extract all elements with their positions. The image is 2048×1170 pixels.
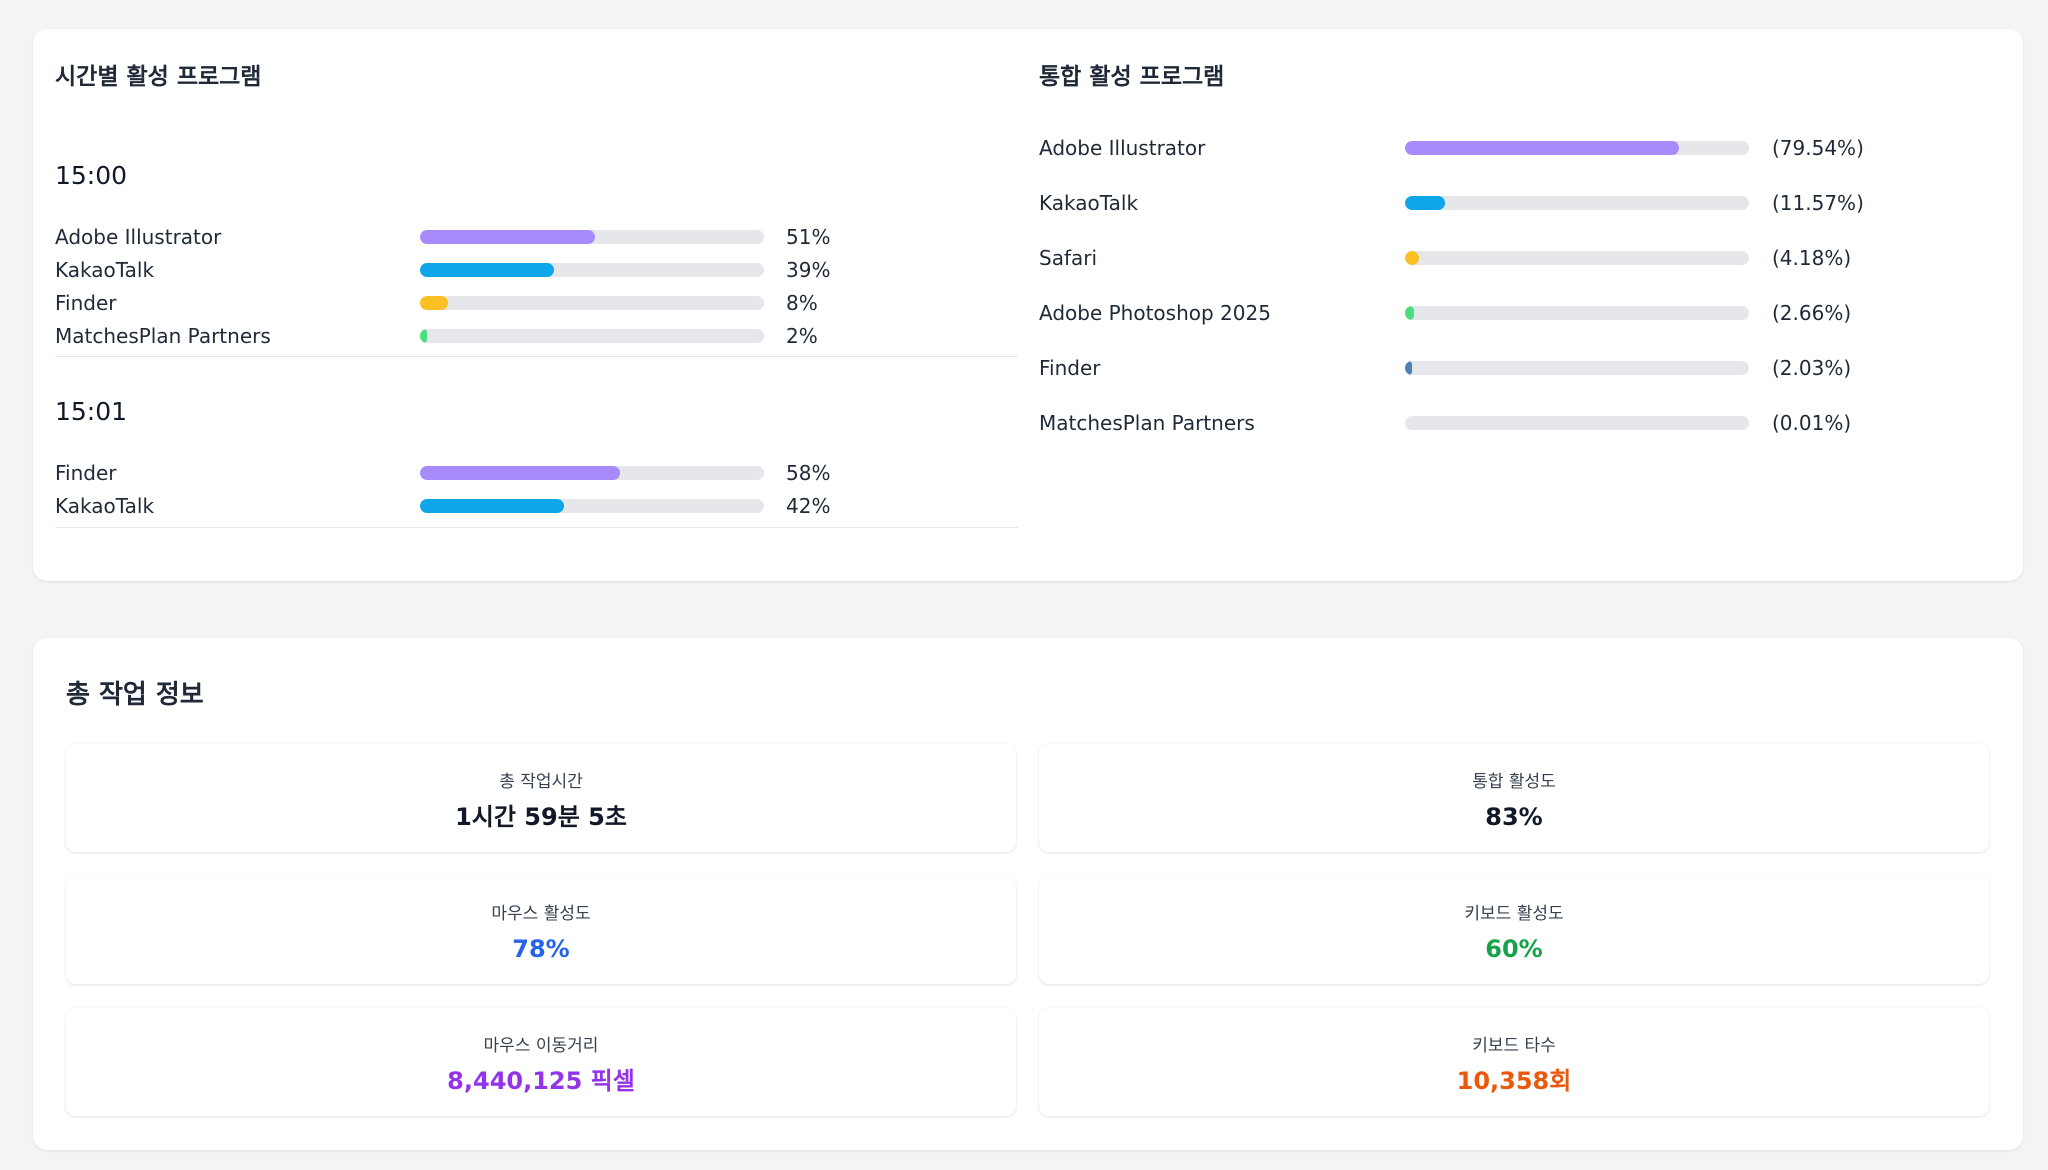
stat-total-time: 총 작업시간 1시간 59분 5초 <box>66 744 1016 852</box>
usage-bar-track <box>1405 416 1749 430</box>
stat-keyboard-activity: 키보드 활성도 60% <box>1039 876 1989 984</box>
usage-bar-track <box>1405 251 1749 265</box>
usage-bar-track <box>1405 141 1749 155</box>
summary-row: Adobe Photoshop 2025 (2.66%) <box>1039 303 1939 358</box>
app-row: KakaoTalk 39% <box>55 260 1018 293</box>
summary-row: Adobe Illustrator (79.54%) <box>1039 138 1939 193</box>
usage-percent: 58% <box>786 461 831 485</box>
usage-percent: 8% <box>786 291 818 315</box>
usage-bar-track <box>420 329 764 343</box>
usage-bar-fill <box>420 230 596 244</box>
app-name: Finder <box>1039 356 1101 380</box>
app-row: KakaoTalk 42% <box>55 496 1018 529</box>
stat-value: 10,358회 <box>1456 1067 1572 1095</box>
work-info-card: 총 작업 정보 총 작업시간 1시간 59분 5초 통합 활성도 83% 마우스… <box>33 638 2023 1150</box>
usage-bar-track <box>420 499 764 513</box>
stat-value: 1시간 59분 5초 <box>455 803 627 831</box>
work-info-title: 총 작업 정보 <box>66 680 204 710</box>
summary-row: Finder (2.03%) <box>1039 358 1939 413</box>
stat-label: 마우스 이동거리 <box>483 1036 599 1056</box>
time-label: 15:00 <box>55 161 128 190</box>
stat-label: 키보드 타수 <box>1472 1036 1556 1056</box>
summary-row: MatchesPlan Partners (0.01%) <box>1039 413 1939 468</box>
stat-value: 60% <box>1485 935 1543 963</box>
app-name: Safari <box>1039 246 1098 270</box>
app-name: MatchesPlan Partners <box>55 324 271 348</box>
stat-label: 통합 활성도 <box>1472 772 1556 792</box>
usage-bar-track <box>420 466 764 480</box>
summary-row: KakaoTalk (11.57%) <box>1039 193 1939 248</box>
timeline-title: 시간별 활성 프로그램 <box>55 64 262 90</box>
time-block: 15:01 Finder 58% KakaoTalk 42% <box>55 357 1018 528</box>
stat-overall-activity: 통합 활성도 83% <box>1039 744 1989 852</box>
usage-bar-track <box>420 296 764 310</box>
app-name: KakaoTalk <box>55 494 155 518</box>
summary-list: Adobe Illustrator (79.54%) KakaoTalk (11.57… <box>1039 138 1939 468</box>
usage-bar-fill <box>1405 141 1679 155</box>
app-name: Finder <box>55 291 117 315</box>
app-name: Finder <box>55 461 117 485</box>
stat-value: 78% <box>512 935 570 963</box>
timeline-list[interactable]: 15:00 Adobe Illustrator 51% KakaoTalk 39% Fin… <box>55 121 1018 557</box>
usage-bar-fill <box>1405 196 1445 210</box>
usage-bar-fill <box>420 466 620 480</box>
summary-title: 통합 활성 프로그램 <box>1039 64 1225 90</box>
app-name: MatchesPlan Partners <box>1039 411 1255 435</box>
app-name: Adobe Photoshop 2025 <box>1039 301 1271 325</box>
usage-bar-fill <box>420 263 555 277</box>
app-row: MatchesPlan Partners 2% <box>55 326 1018 359</box>
usage-bar-fill <box>1405 361 1412 375</box>
usage-bar-fill <box>420 329 427 343</box>
usage-bar-track <box>1405 196 1749 210</box>
usage-percent: (0.01%) <box>1772 411 1852 435</box>
usage-bar-track <box>420 230 764 244</box>
usage-percent: (2.03%) <box>1772 356 1852 380</box>
app-row: Finder 58% <box>55 463 1018 496</box>
summary-row: Safari (4.18%) <box>1039 248 1939 303</box>
app-name: KakaoTalk <box>1039 191 1139 215</box>
stat-mouse-distance: 마우스 이동거리 8,440,125 픽셀 <box>66 1008 1016 1116</box>
stat-mouse-activity: 마우스 활성도 78% <box>66 876 1016 984</box>
app-name: KakaoTalk <box>55 258 155 282</box>
stat-value: 83% <box>1485 803 1543 831</box>
stat-label: 키보드 활성도 <box>1464 904 1564 924</box>
app-name: Adobe Illustrator <box>1039 136 1206 160</box>
app-rows: Adobe Illustrator 51% KakaoTalk 39% Finder 8%… <box>55 227 1018 359</box>
app-rows: Finder 58% KakaoTalk 42% <box>55 463 1018 529</box>
usage-bar-track <box>420 263 764 277</box>
usage-percent: (2.66%) <box>1772 301 1852 325</box>
usage-percent: (79.54%) <box>1772 136 1864 160</box>
usage-bar-fill <box>420 296 448 310</box>
usage-bar-fill <box>1405 306 1415 320</box>
usage-bar-track <box>1405 306 1749 320</box>
time-block: 15:00 Adobe Illustrator 51% KakaoTalk 39% Fin… <box>55 121 1018 357</box>
app-name: Adobe Illustrator <box>55 225 222 249</box>
usage-percent: 39% <box>786 258 831 282</box>
stat-label: 총 작업시간 <box>499 772 583 792</box>
usage-bar-track <box>1405 361 1749 375</box>
usage-bar-fill <box>1405 251 1420 265</box>
usage-percent: 51% <box>786 225 831 249</box>
usage-percent: 2% <box>786 324 818 348</box>
app-row: Finder 8% <box>55 293 1018 326</box>
active-programs-card: 시간별 활성 프로그램 15:00 Adobe Illustrator 51% Kak… <box>33 29 2023 581</box>
usage-percent: 42% <box>786 494 831 518</box>
app-row: Adobe Illustrator 51% <box>55 227 1018 260</box>
usage-percent: (4.18%) <box>1772 246 1852 270</box>
stat-label: 마우스 활성도 <box>491 904 591 924</box>
time-block: 15:02 <box>55 528 1018 557</box>
stat-keystrokes: 키보드 타수 10,358회 <box>1039 1008 1989 1116</box>
stat-value: 8,440,125 픽셀 <box>447 1067 635 1095</box>
usage-percent: (11.57%) <box>1772 191 1864 215</box>
usage-bar-fill <box>420 499 565 513</box>
time-label: 15:01 <box>55 397 128 426</box>
